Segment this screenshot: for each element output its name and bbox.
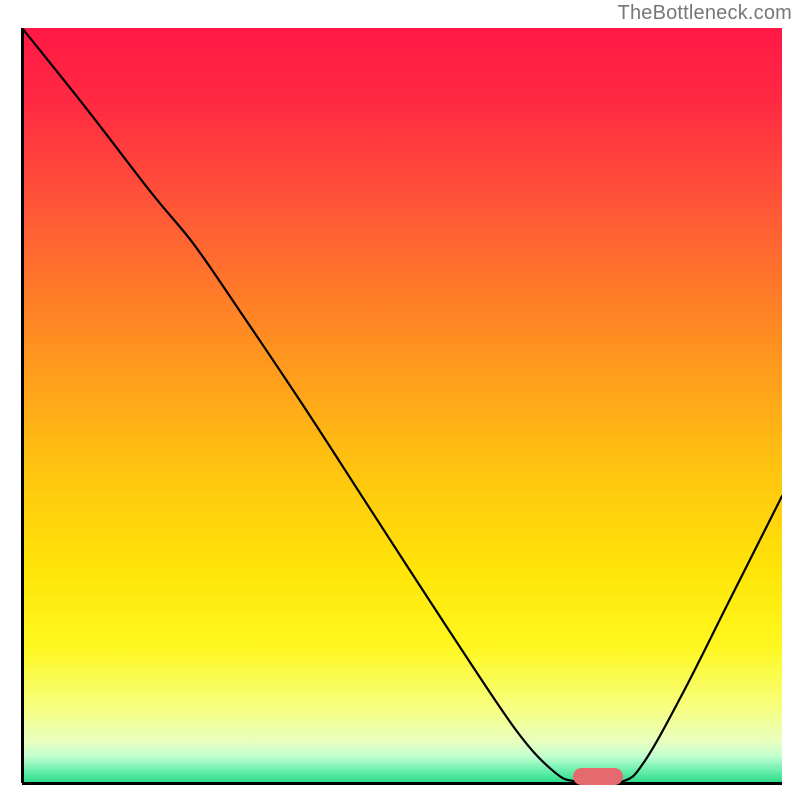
y-axis-line [21, 28, 24, 783]
plot-area [22, 28, 782, 783]
bottleneck-curve [22, 28, 782, 783]
chart-canvas: TheBottleneck.com [0, 0, 800, 800]
x-axis-line [22, 782, 782, 785]
watermark-text: TheBottleneck.com [618, 2, 792, 25]
optimal-marker [573, 768, 623, 785]
curve-overlay [22, 28, 782, 783]
